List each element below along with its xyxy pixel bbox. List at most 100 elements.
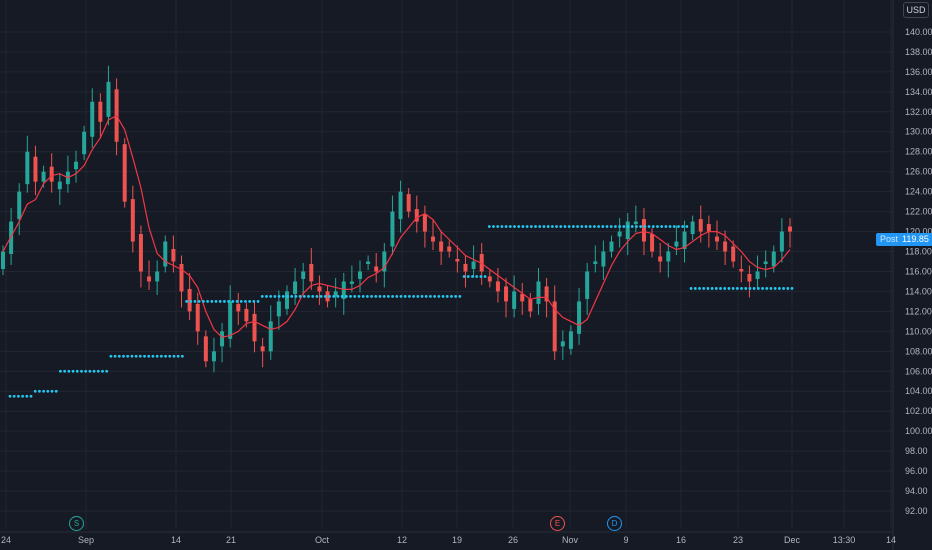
psar-dot: [8, 394, 12, 398]
candle-body: [138, 234, 143, 272]
event-marker-d[interactable]: D: [607, 516, 622, 531]
candle-body: [414, 209, 419, 222]
psar-dot: [328, 295, 331, 298]
psar-dot: [399, 295, 403, 298]
time-axis[interactable]: 24 Sep 14 21 Oct 12 19 26 Nov 9 16 23 Dec 13:30 14: [0, 531, 896, 545]
psar-dot: [424, 295, 428, 298]
psar-dot: [651, 225, 655, 228]
psar-dot: [462, 275, 466, 278]
psar-dot: [517, 225, 521, 228]
psar-dot: [580, 225, 584, 228]
psar-dot: [471, 275, 474, 278]
psar-dot: [706, 287, 710, 290]
psar-dot: [408, 295, 411, 298]
price-tick-label: 140.00: [905, 27, 932, 37]
psar-dot: [777, 287, 781, 290]
candle-body: [325, 291, 330, 302]
candle-body: [552, 301, 557, 352]
psar-dot: [42, 389, 46, 393]
psar-dot: [307, 295, 310, 298]
candle-body: [252, 313, 257, 342]
psar-dot: [201, 300, 205, 303]
psar-dot: [748, 287, 752, 290]
psar-dot: [487, 225, 491, 228]
candle-body: [268, 321, 273, 352]
psar-dot: [256, 300, 260, 303]
currency-label[interactable]: USD: [903, 2, 929, 18]
candle-body: [341, 281, 346, 299]
candle-body: [447, 246, 452, 252]
psar-dot: [618, 225, 622, 228]
psar-dot: [277, 295, 281, 298]
psar-dot: [239, 300, 243, 303]
psar-dot: [740, 287, 743, 290]
event-marker-s[interactable]: S: [69, 516, 84, 531]
psar-dot: [134, 354, 138, 358]
candle-body: [763, 261, 768, 264]
last-price-badge: Post 119.85: [876, 233, 932, 246]
candle-body: [106, 81, 111, 117]
candle-body: [195, 303, 200, 332]
event-marker-e[interactable]: E: [550, 516, 565, 531]
candle-body: [49, 166, 54, 182]
candle-body: [641, 219, 646, 242]
psar-dot: [735, 287, 739, 290]
psar-dot: [416, 295, 420, 298]
psar-dot: [441, 295, 445, 298]
candle-body: [17, 191, 22, 220]
candle-body: [723, 241, 728, 252]
psar-dot: [698, 287, 701, 290]
psar-dot: [185, 300, 188, 303]
psar-dot: [281, 295, 285, 298]
psar-dot: [180, 354, 184, 358]
candle-body: [706, 224, 711, 232]
time-tick-label: Dec: [784, 535, 801, 545]
candle-body: [163, 241, 168, 267]
candle-body: [520, 293, 525, 302]
psar-dot: [639, 225, 643, 228]
psar-dot: [643, 225, 647, 228]
psar-dot: [714, 287, 718, 290]
psar-dot: [210, 300, 214, 303]
psar-dot: [588, 225, 592, 228]
psar-dot: [773, 287, 777, 290]
price-axis-bg: [893, 0, 932, 550]
psar-dot: [50, 389, 54, 393]
price-tick-label: 138.00: [905, 47, 932, 57]
candle-body: [463, 263, 468, 272]
candle-body: [228, 301, 233, 339]
psar-dot: [458, 295, 462, 298]
price-axis[interactable]: 92.00 94.00 96.00 98.00 100.00 102.00 104.00 10…: [892, 0, 932, 550]
psar-dot: [374, 295, 378, 298]
price-tick-label: 122.00: [905, 207, 932, 217]
psar-dot: [571, 225, 575, 228]
candle-body: [568, 331, 573, 349]
psar-dot: [147, 354, 151, 358]
psar-dot: [731, 287, 735, 290]
candle-body: [220, 331, 225, 347]
price-tick-label: 92.00: [905, 506, 928, 516]
price-tick-label: 94.00: [905, 486, 928, 496]
candle-body: [577, 301, 582, 334]
psar-dot: [744, 287, 748, 290]
psar-dot: [752, 287, 756, 290]
candle-body: [366, 261, 371, 264]
parabolic-sar-dots: [8, 225, 794, 398]
psar-dot: [609, 225, 613, 228]
psar-dot: [656, 225, 659, 228]
last-price-value: 119.85: [902, 234, 929, 244]
psar-dot: [542, 225, 546, 228]
psar-dot: [126, 354, 130, 358]
candle-body: [788, 226, 792, 232]
price-tick-label: 120.00: [905, 227, 932, 237]
psar-dot: [647, 225, 651, 228]
price-tick-label: 108.00: [905, 346, 932, 356]
psar-dot: [298, 295, 302, 298]
moving-average-line: [2, 115, 791, 338]
psar-dot: [584, 225, 588, 228]
candle-body: [130, 199, 135, 242]
psar-dot: [559, 225, 563, 228]
candle-body: [98, 101, 103, 122]
psar-dot: [521, 225, 525, 228]
